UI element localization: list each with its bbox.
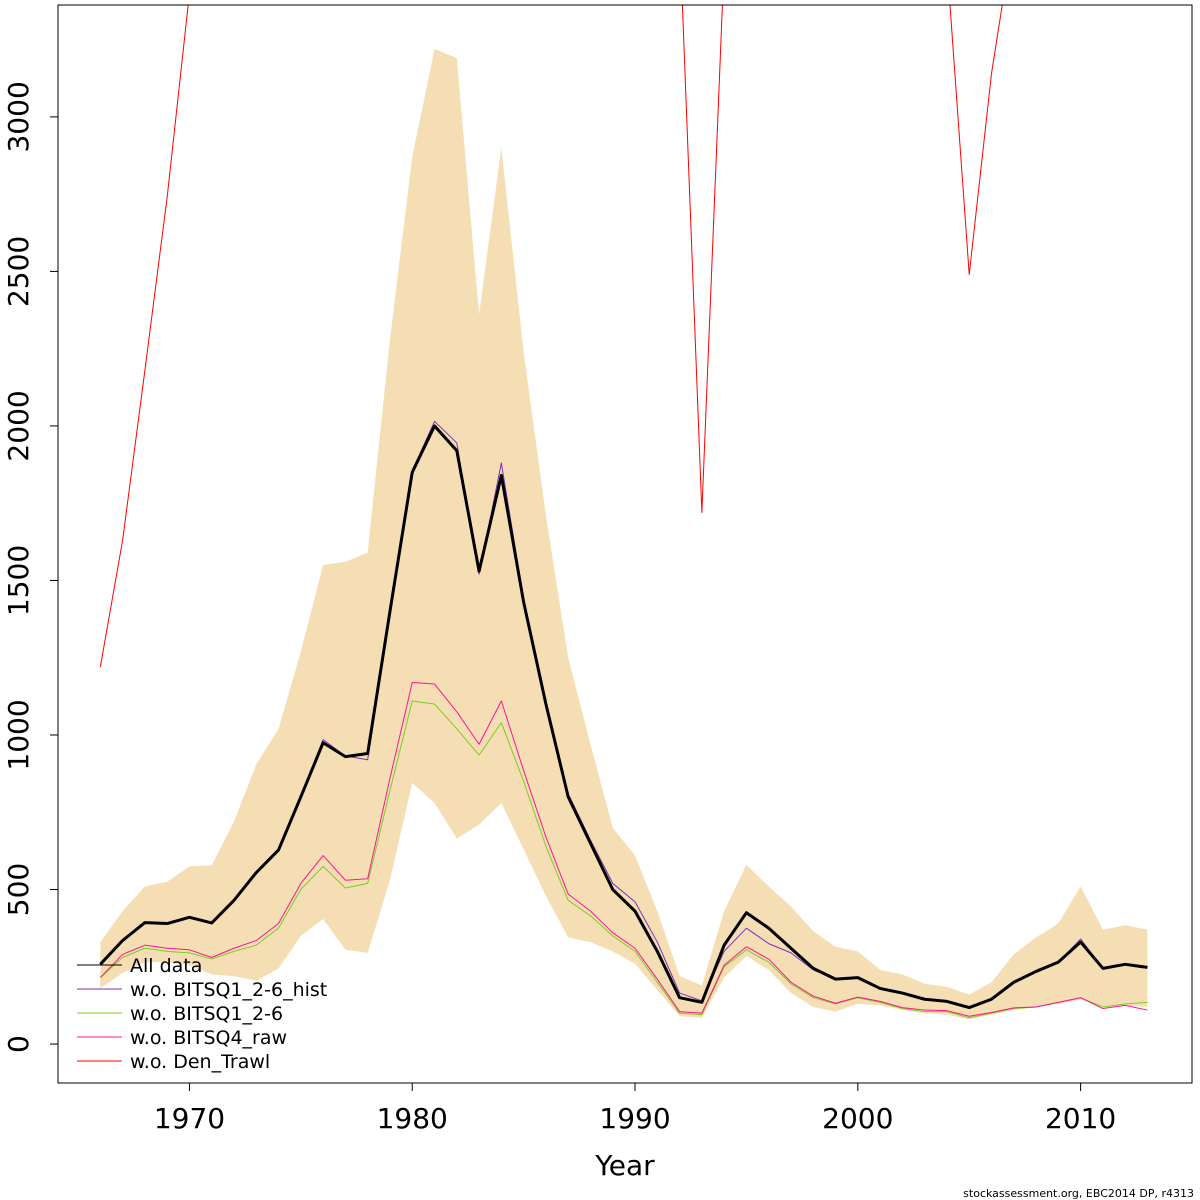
- x-tick-label: 1970: [154, 1102, 225, 1135]
- y-tick-label: 2500: [2, 236, 35, 307]
- y-tick-label: 2000: [2, 390, 35, 461]
- x-tick-label: 2000: [822, 1102, 893, 1135]
- y-tick-label: 1000: [2, 699, 35, 770]
- series-line: [99, 424, 1148, 1010]
- legend-label: w.o. BITSQ1_2-6: [130, 1003, 283, 1025]
- plot-area: [99, 5, 1148, 1020]
- y-tick-label: 3000: [2, 81, 35, 152]
- x-tick-label: 1980: [377, 1102, 448, 1135]
- footer: stockassessment.org, EBC2014 DP, r4313: [963, 1187, 1194, 1200]
- x-tick-label: 1990: [599, 1102, 670, 1135]
- y-tick-label: 1500: [2, 545, 35, 616]
- series-line: [99, 700, 1148, 1019]
- legend-label: w.o. BITSQ4_raw: [130, 1027, 287, 1049]
- x-tick-label: 2010: [1045, 1102, 1116, 1135]
- plot-frame: [57, 4, 1193, 1084]
- legend-label: w.o. Den_Trawl: [130, 1051, 270, 1073]
- legend-label: w.o. BITSQ1_2-6_hist: [130, 979, 327, 1001]
- x-axis-label: Year: [594, 1149, 655, 1182]
- series-line: [99, 5, 1003, 668]
- series-line: [99, 681, 1148, 1017]
- legend-label: All data: [130, 955, 202, 977]
- confidence-band: [100, 48, 1148, 1020]
- y-tick-label: 500: [2, 863, 35, 916]
- y-tick-label: 0: [2, 1035, 35, 1053]
